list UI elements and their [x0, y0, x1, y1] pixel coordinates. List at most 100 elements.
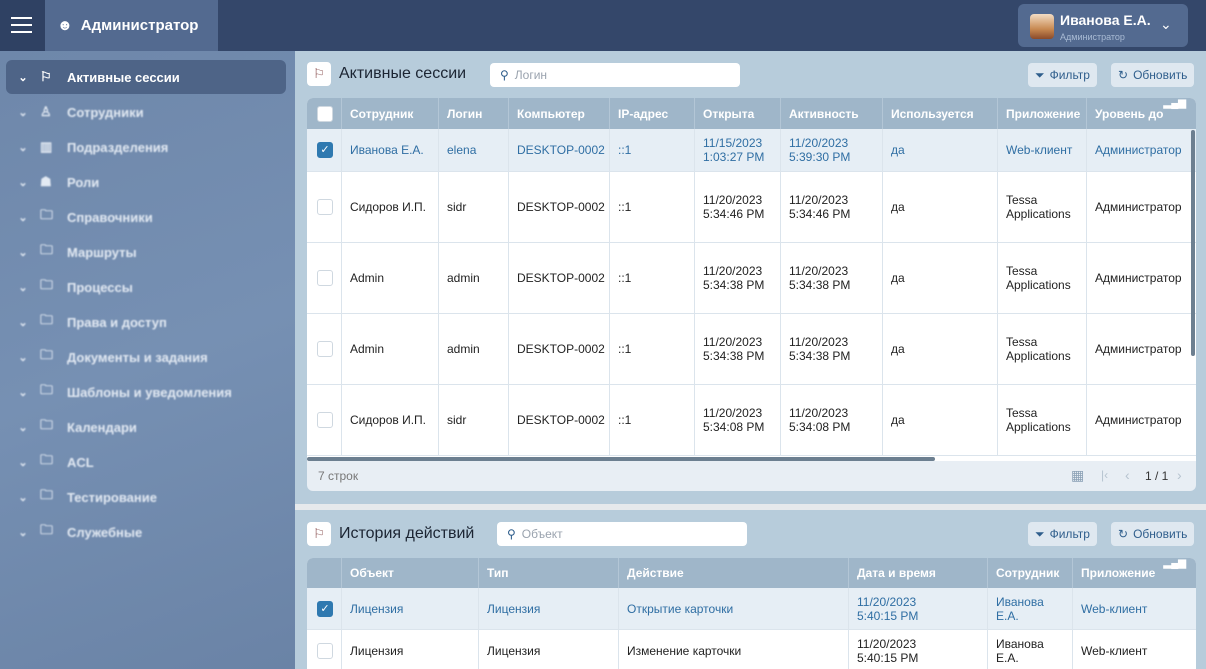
- table-row[interactable]: Сидоров И.П. sidr DESKTOP-0002::1 11/20/202…: [307, 172, 1196, 243]
- table-row[interactable]: Лицензия Лицензия Изменение карточки 11/20/…: [307, 630, 1196, 669]
- column-header[interactable]: Открыта: [694, 98, 780, 129]
- table-cell: Сидоров И.П.: [341, 385, 438, 455]
- table-cell: DESKTOP-0002: [508, 385, 609, 455]
- checkbox[interactable]: [317, 341, 333, 357]
- table-cell: 11/20/2023 5:34:46 PM: [694, 172, 780, 242]
- sidebar-item[interactable]: ⌄ 🗀 Тестирование: [6, 480, 286, 514]
- table-row[interactable]: ✓ Иванова Е.А. elena DESKTOP-0002::1 11/15/2…: [307, 129, 1196, 172]
- history-filter-button[interactable]: ⏷ Фильтр: [1028, 522, 1097, 546]
- sidebar-item[interactable]: ⌄ 🗀 Календари: [6, 410, 286, 444]
- history-refresh-button[interactable]: ↻ Обновить: [1111, 522, 1195, 546]
- object-search-input[interactable]: ⚲ Объект: [497, 522, 747, 546]
- page-indicator: 1 / 1: [1145, 469, 1169, 483]
- table-cell: Лицензия: [478, 630, 618, 669]
- refresh-button[interactable]: ↻ Обновить: [1111, 63, 1195, 87]
- checkbox[interactable]: [317, 412, 333, 428]
- column-header[interactable]: Объект: [341, 558, 478, 588]
- login-search-input[interactable]: ⚲ Логин: [490, 63, 740, 87]
- menu-button[interactable]: [0, 0, 45, 51]
- prev-page-icon[interactable]: ‹: [1125, 467, 1130, 483]
- vertical-scrollbar[interactable]: [1191, 130, 1195, 356]
- column-header[interactable]: Дата и время: [848, 558, 987, 588]
- table-cell: Admin: [341, 243, 438, 313]
- column-settings-icon[interactable]: ▂▄▆: [1163, 98, 1186, 109]
- history-title-text: История действий: [339, 525, 475, 542]
- checkbox[interactable]: ✓: [317, 600, 333, 617]
- column-header[interactable]: Уровень до: [1086, 98, 1196, 129]
- column-header[interactable]: Используется: [882, 98, 997, 129]
- column-header[interactable]: Тип: [478, 558, 618, 588]
- column-header[interactable]: Компьютер: [508, 98, 609, 129]
- row-checkbox-cell[interactable]: [307, 314, 341, 384]
- app-tab[interactable]: ☻ Администратор: [45, 0, 218, 51]
- sidebar-item[interactable]: ⌄ ⚐ Активные сессии: [6, 60, 286, 94]
- column-header[interactable]: Приложение: [997, 98, 1086, 129]
- sessions-table: Сотрудник Логин Компьютер IP-адрес Открыта Ак…: [307, 98, 1196, 461]
- sidebar-item[interactable]: ⌄ ♙ Сотрудники: [6, 95, 286, 129]
- table-row[interactable]: Admin admin DESKTOP-0002::1 11/20/2023 5:34…: [307, 243, 1196, 314]
- table-cell: Администратор: [1086, 385, 1196, 455]
- column-header[interactable]: Логин: [438, 98, 508, 129]
- user-menu[interactable]: Иванова Е.А. Администратор ⌄: [1018, 4, 1188, 47]
- sidebar-item[interactable]: ⌄ 🗀 Процессы: [6, 270, 286, 304]
- row-checkbox-cell[interactable]: [307, 172, 341, 242]
- sidebar-item[interactable]: ⌄ 🗀 Справочники: [6, 200, 286, 234]
- sidebar-item[interactable]: ⌄ ☗ Роли: [6, 165, 286, 199]
- column-header[interactable]: Сотрудник: [341, 98, 438, 129]
- table-cell: 11/20/2023 5:34:38 PM: [694, 314, 780, 384]
- splitter[interactable]: [295, 504, 1206, 510]
- sidebar-item[interactable]: ⌄ 🗀 Шаблоны и уведомления: [6, 375, 286, 409]
- sidebar-item[interactable]: ⌄ 🗀 Маршруты: [6, 235, 286, 269]
- row-checkbox-cell[interactable]: [307, 385, 341, 455]
- table-cell: Иванова Е.А.: [987, 588, 1072, 629]
- flag-icon: ⚐: [307, 62, 331, 86]
- table-cell: Сидоров И.П.: [341, 172, 438, 242]
- table-cell: ::1: [609, 385, 694, 455]
- table-cell: sidr: [438, 172, 508, 242]
- sidebar-item[interactable]: ⌄ ▥ Подразделения: [6, 130, 286, 164]
- column-header[interactable]: IP-адрес: [609, 98, 694, 129]
- sidebar-item-label: Подразделения: [67, 139, 169, 155]
- horizontal-scrollbar[interactable]: [307, 457, 935, 461]
- row-checkbox-cell[interactable]: [307, 630, 341, 669]
- checkbox[interactable]: [317, 105, 333, 122]
- row-checkbox-cell[interactable]: ✓: [307, 588, 341, 629]
- column-header[interactable]: Приложение: [1072, 558, 1196, 588]
- chevron-down-icon: ⌄: [1160, 16, 1172, 32]
- row-checkbox-cell[interactable]: ✓: [307, 129, 341, 171]
- table-cell: Иванова Е.А.: [341, 129, 438, 171]
- column-header[interactable]: Сотрудник: [987, 558, 1072, 588]
- table-cell: Tessa Applications: [997, 385, 1086, 455]
- table-row[interactable]: Admin admin DESKTOP-0002::1 11/20/2023 5:34…: [307, 314, 1196, 385]
- columns-icon[interactable]: ▦: [1071, 467, 1085, 483]
- folder-icon: 🗀: [40, 207, 54, 222]
- column-header[interactable]: Активность: [780, 98, 882, 129]
- checkbox[interactable]: [317, 642, 333, 659]
- sidebar-item-label: Тестирование: [67, 489, 157, 505]
- checkbox[interactable]: [317, 270, 333, 286]
- table-row[interactable]: Сидоров И.П. sidr DESKTOP-0002::1 11/20/202…: [307, 385, 1196, 456]
- row-checkbox-cell[interactable]: [307, 98, 341, 129]
- checkbox[interactable]: [317, 199, 333, 215]
- table-cell: DESKTOP-0002: [508, 129, 609, 171]
- table-cell: Иванова Е.А.: [987, 630, 1072, 669]
- filter-button[interactable]: ⏷ Фильтр: [1028, 63, 1097, 87]
- sidebar-item[interactable]: ⌄ 🗀 Права и доступ: [6, 305, 286, 339]
- history-table: Объект Тип Действие Дата и время Сотрудник Пр…: [307, 558, 1196, 669]
- column-header[interactable]: Действие: [618, 558, 848, 588]
- first-page-icon[interactable]: |‹: [1101, 468, 1109, 482]
- sidebar-item[interactable]: ⌄ 🗀 ACL: [6, 445, 286, 479]
- next-page-icon[interactable]: ›: [1177, 467, 1182, 483]
- sidebar-item[interactable]: ⌄ 🗀 Документы и задания: [6, 340, 286, 374]
- column-settings-icon[interactable]: ▂▄▆: [1163, 558, 1186, 569]
- table-cell: ::1: [609, 243, 694, 313]
- sidebar-item[interactable]: ⌄ 🗀 Служебные: [6, 515, 286, 549]
- folder-icon: 🗀: [40, 417, 54, 432]
- chevron-down-icon: ⌄: [18, 211, 28, 224]
- row-checkbox-cell[interactable]: [307, 243, 341, 313]
- folder-icon: 🗀: [40, 382, 54, 397]
- table-row[interactable]: ✓ Лицензия Лицензия Открытие карточки 11/20/…: [307, 588, 1196, 630]
- folder-icon: 🗀: [40, 487, 54, 502]
- checkbox[interactable]: ✓: [317, 142, 333, 158]
- sidebar-item-label: Маршруты: [67, 244, 137, 260]
